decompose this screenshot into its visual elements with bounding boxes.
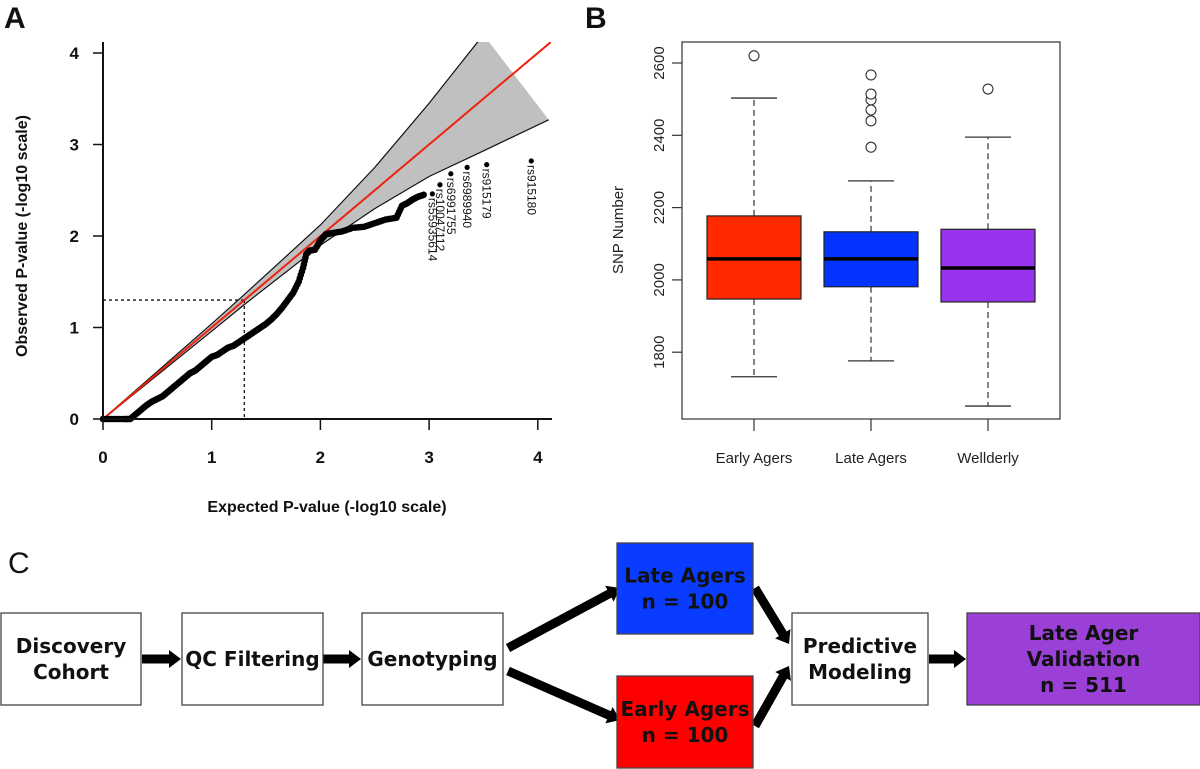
qq-x-tick-label: 4 bbox=[533, 448, 543, 467]
box-outlier bbox=[865, 69, 877, 81]
box-x-tick-label: Late Agers bbox=[835, 450, 907, 467]
confidence-band bbox=[103, 42, 549, 419]
qq-y-tick-label: 4 bbox=[70, 44, 80, 63]
flow-arrow bbox=[506, 666, 621, 724]
confidence-band-upper bbox=[103, 42, 479, 420]
flow-node-box bbox=[616, 542, 754, 635]
box-plot: 1800 2000 2200 2400 2600 Early Agers Late Ager… bbox=[610, 41, 1061, 467]
flow-node-genotyping: Genotyping bbox=[361, 612, 504, 706]
flow-node-label: n = 100 bbox=[642, 723, 729, 747]
labeled-snp-point bbox=[528, 158, 534, 164]
box-y-tick-label: 1800 bbox=[651, 336, 668, 369]
box-y-tick-label: 2400 bbox=[651, 119, 668, 152]
box-outlier bbox=[865, 104, 877, 116]
panel-label-c: C bbox=[8, 547, 30, 580]
qq-y-tick-label: 2 bbox=[70, 227, 79, 246]
qq-x-tick-label: 2 bbox=[316, 448, 325, 467]
flow-arrow-shape bbox=[929, 650, 966, 668]
flow-node-label: Validation bbox=[1027, 647, 1141, 671]
flow-node-label: Genotyping bbox=[367, 647, 497, 671]
flow-node-label: Modeling bbox=[808, 660, 912, 684]
flow-arrow-shape bbox=[506, 666, 621, 724]
snp-label: rs915180 bbox=[524, 165, 538, 215]
flow-arrow bbox=[751, 665, 791, 729]
flow-arrow-shape bbox=[751, 665, 791, 729]
labeled-snp-point bbox=[437, 182, 443, 188]
flow-node-label: Predictive bbox=[803, 634, 917, 658]
labeled-snp-point bbox=[429, 191, 435, 197]
snp-label: rs6989940 bbox=[460, 171, 474, 228]
box-iqr bbox=[940, 228, 1036, 303]
qq-x-axis-title: Expected P-value (-log10 scale) bbox=[207, 499, 446, 516]
qq-point bbox=[420, 191, 427, 199]
snp-label: rs55935614 bbox=[425, 198, 439, 262]
flow-arrow bbox=[323, 650, 361, 668]
flow-node-label: Discovery bbox=[16, 634, 126, 658]
flow-arrow-shape bbox=[323, 650, 361, 668]
qq-y-axis-title: Observed P-value (-log10 scale) bbox=[14, 115, 31, 357]
box-y-axis-title: SNP Number bbox=[610, 186, 627, 274]
box-outlier bbox=[865, 141, 877, 153]
flow-node-label: Late Agers bbox=[624, 564, 745, 588]
flow-arrow-shape bbox=[142, 650, 181, 668]
box-group-wellderly bbox=[940, 83, 1036, 407]
labeled-snp-point bbox=[448, 171, 454, 177]
flow-arrow bbox=[505, 585, 620, 652]
box-x-tick-label: Wellderly bbox=[957, 450, 1019, 467]
flow-node-label: n = 100 bbox=[642, 590, 729, 614]
flow-node-label: Late Ager bbox=[1029, 621, 1139, 645]
flow-arrow bbox=[751, 585, 791, 645]
snp-label: rs6991755 bbox=[444, 178, 458, 235]
confidence-band-lower bbox=[103, 119, 549, 420]
qq-x-tick-label: 0 bbox=[98, 448, 107, 467]
box-group-early-agers bbox=[706, 50, 802, 378]
flow-node-box bbox=[181, 612, 324, 706]
box-outlier bbox=[982, 83, 994, 95]
flow-node-label: Early Agers bbox=[620, 697, 749, 721]
flow-node-box bbox=[0, 612, 142, 706]
flow-node-box bbox=[966, 612, 1200, 706]
flow-arrow bbox=[929, 650, 966, 668]
box-y-tick-label: 2000 bbox=[651, 263, 668, 296]
labeled-snp-point bbox=[464, 164, 470, 170]
qq-x-tick-label: 1 bbox=[207, 448, 216, 467]
flow-arrow-shape bbox=[505, 585, 620, 652]
qq-y-tick-label: 3 bbox=[70, 136, 79, 155]
labeled-snp-point bbox=[484, 162, 490, 168]
qq-y-tick-label: 1 bbox=[70, 319, 79, 338]
panel-label-b: B bbox=[585, 2, 607, 35]
flow-node-qc: QC Filtering bbox=[181, 612, 324, 706]
flow-node-box bbox=[361, 612, 504, 706]
flow-node-label: QC Filtering bbox=[185, 647, 319, 671]
box-y-tick-label: 2600 bbox=[651, 46, 668, 79]
panel-label-a: A bbox=[4, 2, 26, 35]
flow-node-label: Cohort bbox=[33, 660, 109, 684]
box-outlier bbox=[748, 50, 760, 62]
box-x-tick-label: Early Agers bbox=[716, 450, 793, 467]
box-outlier bbox=[865, 88, 877, 100]
flow-arrow bbox=[142, 650, 181, 668]
reference-line bbox=[103, 42, 551, 420]
qq-y-tick-label: 0 bbox=[70, 410, 79, 429]
qq-x-tick-label: 3 bbox=[424, 448, 433, 467]
snp-label: rs10047112 bbox=[433, 189, 447, 252]
snp-label: rs915179 bbox=[480, 169, 494, 219]
box-outlier bbox=[865, 115, 877, 127]
flow-arrow-shape bbox=[751, 585, 791, 645]
flow-node-box bbox=[616, 675, 754, 769]
box-group-late-agers bbox=[823, 69, 919, 362]
box-y-tick-label: 2200 bbox=[651, 191, 668, 224]
flow-node-label: n = 511 bbox=[1040, 673, 1127, 697]
flow-node-box bbox=[791, 612, 929, 706]
